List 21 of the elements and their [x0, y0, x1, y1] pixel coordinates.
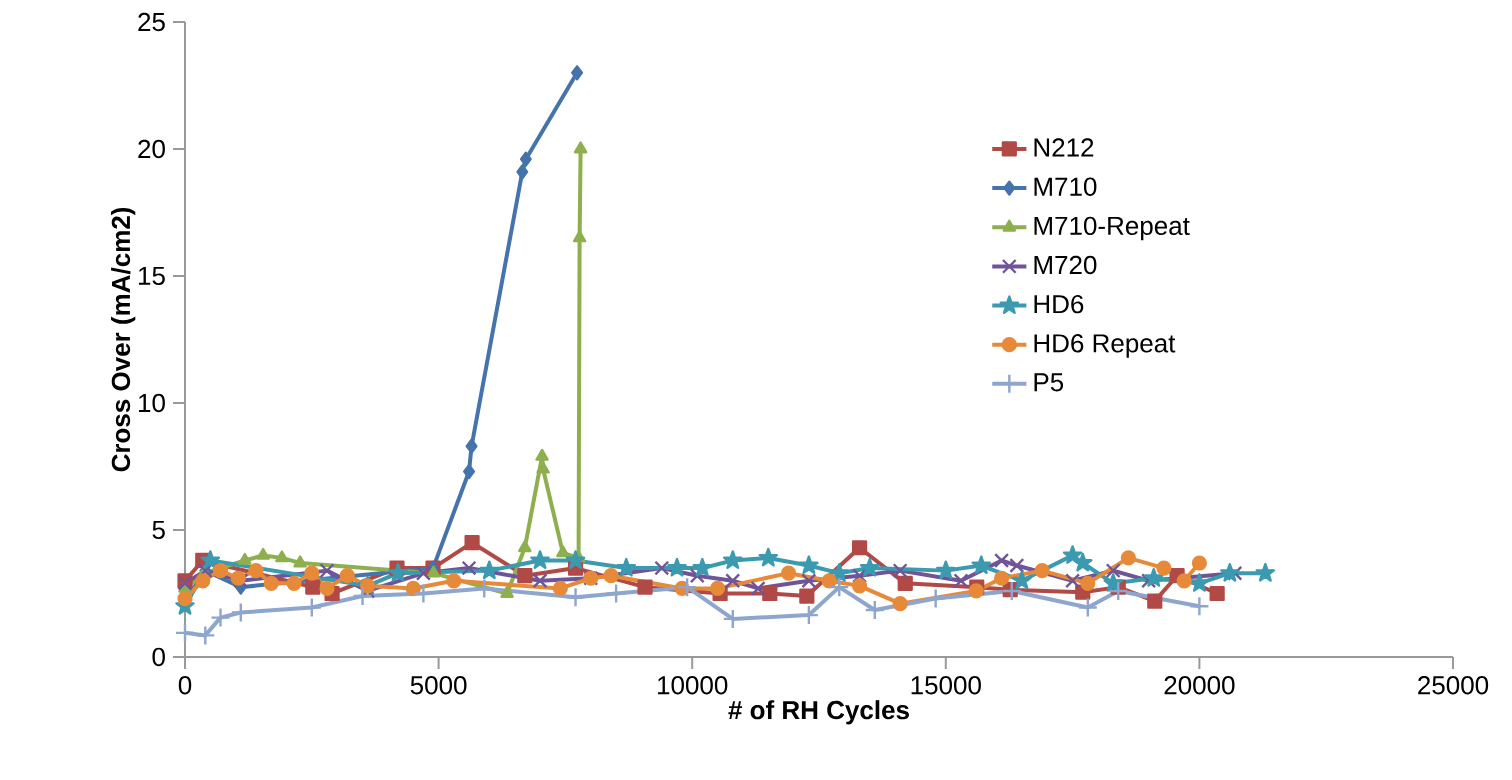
legend-label: HD6 Repeat	[1034, 334, 1176, 358]
x-tick-label: 20000	[1164, 676, 1235, 695]
y-tick-label: 20	[138, 139, 165, 159]
legend-label: N212	[1034, 138, 1094, 157]
x-axis-title: # of RH Cycles	[728, 700, 909, 725]
x-tick-label: 0	[178, 676, 192, 695]
x-tick-label: 15000	[911, 676, 981, 695]
y-tick-label: 25	[138, 12, 165, 32]
y-axis-title: Cross Over (mA/cm2)	[111, 207, 136, 472]
legend-label: HD6	[1034, 294, 1084, 314]
y-tick-label: 10	[138, 393, 165, 413]
legend-label: P5	[1034, 373, 1064, 392]
x-tick-label: 10000	[658, 676, 728, 695]
x-tick-label: 25000	[1418, 676, 1489, 695]
legend-label: M720	[1034, 255, 1097, 275]
y-tick-label: 15	[138, 266, 165, 286]
y-tick-label: 5	[152, 520, 165, 540]
x-tick-label: 5000	[410, 676, 467, 695]
legend-label: M710-Repeat	[1034, 216, 1190, 241]
legend-label: M710	[1034, 177, 1097, 196]
y-tick-label: 0	[152, 647, 165, 667]
